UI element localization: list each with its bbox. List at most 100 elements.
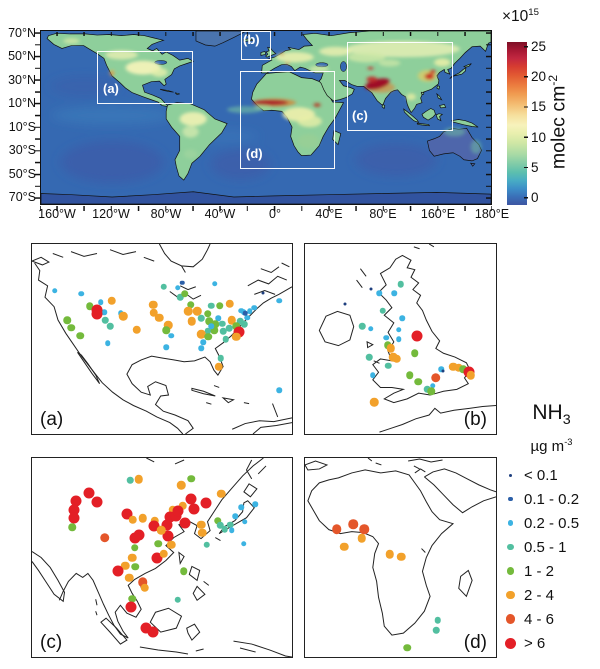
legend-unit-base: µg m xyxy=(530,438,565,456)
panel-label-a: (a) xyxy=(40,409,64,430)
nh3-site-dot xyxy=(240,540,247,547)
nh3-site-dot xyxy=(91,308,103,320)
nh3-site-dot xyxy=(192,307,202,316)
lon-tick-label: 120°W xyxy=(92,207,130,221)
nh3-site-dot xyxy=(68,504,80,516)
nh3-site-dot xyxy=(167,540,176,549)
panel-d-map: (d) xyxy=(304,457,497,658)
nh3-site-dot xyxy=(161,519,173,531)
scatter-layer-a xyxy=(32,244,292,434)
panel-label-d: (d) xyxy=(463,632,487,653)
nh3-site-dot xyxy=(198,314,205,322)
nh3-site-dot xyxy=(238,307,244,314)
nh3-site-dot xyxy=(430,373,441,383)
nh3-site-dot xyxy=(370,397,379,407)
legend-rows: < 0.1 0.1 - 0.2 0.2 - 0.5 0.5 - 1 1 - 2 2 - 4… xyxy=(503,463,600,655)
colorbar-multiplier: ×1015 xyxy=(502,7,539,26)
lon-tick-label: 40°E xyxy=(315,207,343,221)
nh3-site-dot xyxy=(411,330,423,342)
legend-unit: µg m-3 xyxy=(503,437,600,455)
lon-tick-label: 180°E xyxy=(474,207,510,221)
nh3-site-dot xyxy=(91,496,103,508)
nh3-site-dot xyxy=(385,550,395,559)
panel-label-b: (b) xyxy=(463,409,487,430)
panel-a-map: (a) xyxy=(31,243,293,435)
nh3-site-dot xyxy=(217,354,224,362)
legend-dot xyxy=(508,496,513,502)
nh3-site-dot xyxy=(164,511,176,523)
colorbar-tick-label: 25 xyxy=(531,39,547,54)
nh3-site-dot xyxy=(174,596,181,603)
lon-tick-label: 80°E xyxy=(369,207,397,221)
legend-item: 4 - 6 xyxy=(503,607,600,631)
nh3-site-dot xyxy=(247,308,253,314)
nh3-site-dot xyxy=(204,309,212,318)
nh3-site-dot xyxy=(237,317,244,325)
nh3-site-dot xyxy=(179,517,191,529)
nh3-site-dot xyxy=(151,552,163,564)
nh3-site-dot xyxy=(252,501,259,507)
nh3-site-dot xyxy=(219,320,226,327)
ocean-shading xyxy=(49,75,437,184)
nh3-site-dot xyxy=(162,530,174,542)
nh3-site-dot xyxy=(240,321,248,328)
lat-tick-label: 70°N xyxy=(8,25,36,40)
nh3-site-dot xyxy=(76,332,85,340)
nh3-site-dot xyxy=(200,339,206,346)
nh3-site-dot xyxy=(227,521,234,529)
nh3-site-dot xyxy=(459,365,468,374)
nh3-site-dot xyxy=(216,522,224,529)
nh3-site-dot xyxy=(163,321,173,330)
nh3-site-dot xyxy=(396,552,406,561)
nh3-site-dot xyxy=(197,520,206,530)
colorbar xyxy=(507,42,527,205)
nh3-site-dot xyxy=(127,553,137,563)
legend-unit-exp: -3 xyxy=(564,437,573,448)
nh3-site-dot xyxy=(99,533,110,543)
panel-c-map: (c) xyxy=(31,457,293,658)
panel-b-map: (b) xyxy=(304,243,497,435)
nh3-site-dot xyxy=(261,291,265,295)
nh3-site-dot xyxy=(134,475,143,484)
legend-label: 4 - 6 xyxy=(524,610,555,628)
nh3-site-dot xyxy=(97,299,104,306)
legend-dot-slot xyxy=(503,496,518,502)
nh3-site-dot xyxy=(233,326,245,338)
nh3-site-dot xyxy=(427,387,435,396)
nh3-site-dot xyxy=(358,323,366,330)
nh3-site-dot xyxy=(368,325,374,332)
legend-label: 0.2 - 0.5 xyxy=(524,514,580,532)
scatter-layer-d xyxy=(305,458,496,657)
nh3-site-dot xyxy=(204,327,211,335)
nh3-site-dot xyxy=(369,287,373,291)
nh3-site-dot xyxy=(229,527,235,534)
legend-label: < 0.1 xyxy=(524,466,558,484)
nh3-site-dot xyxy=(180,280,185,286)
nh3-site-dot xyxy=(187,474,195,483)
nh3-site-dot xyxy=(162,326,170,334)
nh3-site-dot xyxy=(244,314,250,321)
legend-label: 0.1 - 0.2 xyxy=(524,490,580,508)
legend-dot-slot xyxy=(503,614,518,624)
nh3-site-dot xyxy=(221,526,228,533)
nh3-site-dot xyxy=(129,532,141,544)
nh3-site-dot xyxy=(466,370,475,380)
nh3-site-dot xyxy=(212,280,218,287)
legend-dot xyxy=(507,543,514,551)
nh3-site-dot xyxy=(83,487,95,499)
nh3-site-dot xyxy=(168,333,175,339)
nh3-site-dot xyxy=(220,327,227,335)
scatter-layer-c xyxy=(32,458,292,657)
legend-title: NH3 xyxy=(503,401,600,432)
nh3-site-dot xyxy=(226,325,233,332)
nh3-site-dot xyxy=(449,362,458,371)
nh3-site-dot xyxy=(214,362,224,371)
nh3-site-dot xyxy=(383,335,389,341)
nh3-site-dot xyxy=(227,316,236,325)
nh3-site-dot xyxy=(159,549,168,558)
nh3-site-dot xyxy=(200,497,212,509)
nh3-site-dot xyxy=(216,489,226,498)
nh3-site-dot xyxy=(187,316,197,326)
nh3-site-dot xyxy=(154,313,164,322)
nh3-site-dot xyxy=(170,510,182,522)
